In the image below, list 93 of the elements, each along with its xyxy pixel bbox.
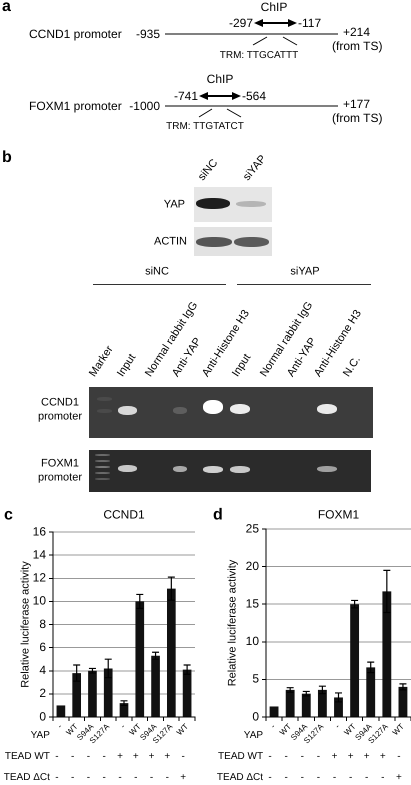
text: +177 [343, 97, 370, 111]
text: +214 [343, 25, 370, 39]
y-tick-label: 10 [246, 634, 260, 648]
text: - [86, 772, 90, 783]
x-axis-title: YAP [30, 730, 50, 741]
text: + [332, 750, 338, 762]
chart-title: FOXM1 [318, 507, 360, 522]
text: TEAD ΔCt [4, 772, 50, 783]
text: TEAD WT [218, 750, 264, 762]
text: CCND1 promoter [36, 396, 84, 424]
y-tick-label: 4 [39, 663, 46, 678]
y-tick-label: 20 [246, 558, 260, 573]
y-tick-label: 0 [39, 709, 46, 724]
y-tick-label: 5 [252, 672, 260, 686]
text: - [55, 750, 59, 762]
text: + [148, 750, 155, 762]
chart-title: CCND1 [103, 507, 145, 522]
text: - [102, 772, 106, 783]
text: - [268, 772, 272, 783]
y-tick-label: 6 [39, 640, 46, 654]
text: + [132, 750, 139, 762]
text: - [397, 750, 401, 762]
text: - [118, 772, 122, 783]
text: - [86, 750, 90, 762]
text: -935 [136, 27, 160, 41]
y-tick-label: 0 [252, 709, 260, 724]
text: TRM: TTGTATCT [166, 121, 244, 132]
y-tick-label: 14 [32, 547, 46, 562]
x-tick-label: - [268, 722, 278, 730]
text: ChIP [206, 72, 234, 86]
text: (from TS) [332, 39, 382, 53]
text: - [316, 772, 320, 783]
text: a [2, 0, 11, 15]
text: + [180, 772, 186, 783]
y-axis-title: Relative luciferase activity [20, 560, 32, 688]
y-tick-label: 16 [32, 524, 46, 538]
text: - [300, 772, 304, 783]
text: - [348, 772, 352, 783]
x-tick-label: WT [174, 722, 190, 738]
y-tick-label: 10 [32, 594, 46, 608]
y-tick-label: 8 [39, 616, 46, 631]
text: -564 [242, 89, 266, 103]
text: - [268, 750, 272, 762]
text: CCND1 promoter [29, 27, 122, 41]
y-tick-label: 2 [39, 686, 46, 700]
text: - [166, 772, 170, 783]
text: -1000 [129, 99, 160, 113]
text: TEAD WT [4, 750, 50, 762]
x-axis-title: YAP [244, 730, 264, 741]
text: - [102, 750, 106, 762]
text: + [396, 772, 402, 783]
text: c [4, 506, 13, 524]
y-axis-title: Relative luciferase activity [226, 559, 239, 686]
text: - [332, 772, 336, 783]
text: + [348, 750, 354, 762]
y-tick-label: 25 [246, 521, 260, 536]
text: FOXM1 promoter [29, 99, 122, 113]
text: - [70, 772, 74, 783]
text: -297 [228, 16, 253, 30]
text: - [381, 772, 385, 783]
text: TRM: TTGCATTT [220, 50, 298, 61]
x-tick-label: - [56, 722, 64, 730]
text: ChIP [260, 0, 288, 14]
text: - [365, 772, 368, 783]
text: - [181, 750, 185, 762]
text: + [164, 750, 170, 762]
text: b [2, 149, 12, 166]
text: - [316, 750, 320, 762]
text: d [213, 506, 223, 524]
text: -117 [298, 16, 322, 30]
text: + [364, 750, 370, 762]
text: - [55, 772, 59, 783]
text: - [284, 750, 288, 762]
text: TEAD ΔCt [216, 772, 264, 783]
text: YAP [164, 198, 185, 210]
x-tick-label: WT [390, 722, 406, 738]
text: siYAP [290, 266, 320, 278]
text: (from TS) [332, 111, 382, 125]
y-tick-label: 15 [246, 596, 260, 611]
text: + [117, 750, 124, 762]
text: FOXM1 promoter [36, 457, 84, 485]
text: - [70, 750, 74, 762]
text: - [284, 772, 288, 783]
text: + [380, 750, 386, 762]
text: -741 [174, 89, 198, 103]
text: - [150, 772, 154, 783]
text: - [300, 750, 304, 762]
text: - [134, 772, 138, 783]
x-tick-label: - [333, 722, 342, 730]
y-tick-label: 12 [32, 570, 46, 585]
x-tick-label: - [118, 722, 128, 730]
text: siNC [145, 266, 169, 278]
text: ACTIN [154, 236, 187, 248]
